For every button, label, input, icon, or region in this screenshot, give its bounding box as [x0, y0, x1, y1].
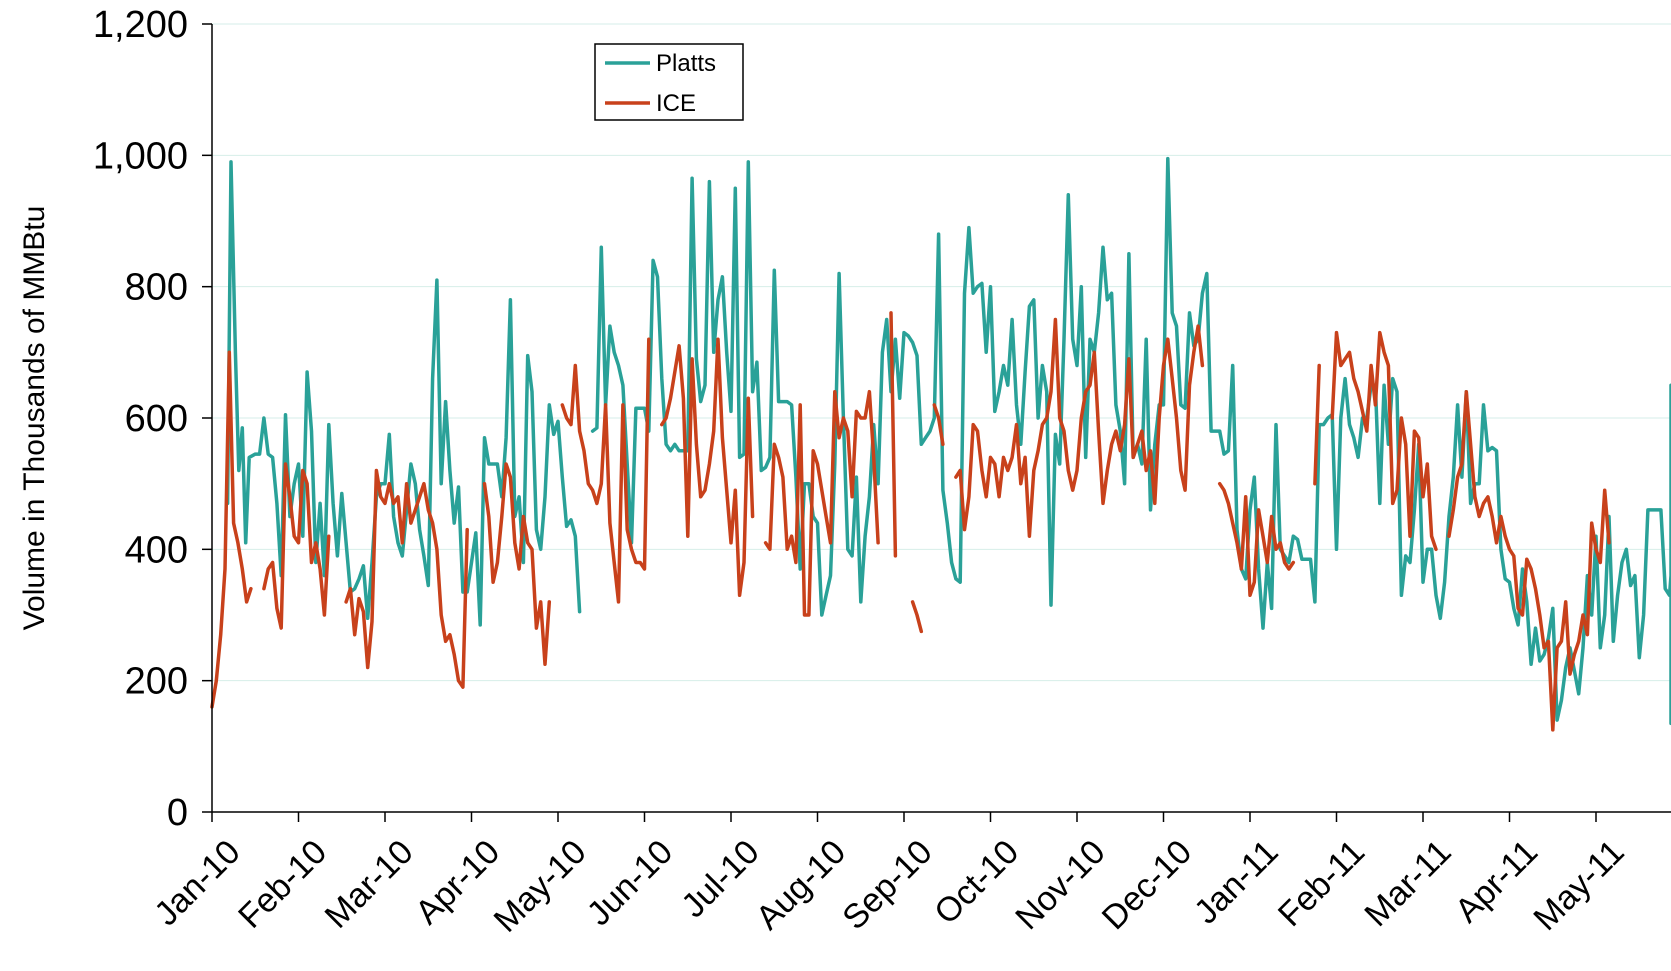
x-tick-label: Feb-11 — [1271, 833, 1372, 934]
x-tick-label: Sep-10 — [835, 833, 939, 937]
series-line-ice — [763, 389, 880, 617]
series-line-ice — [210, 350, 253, 709]
y-axis-ticks: 0 200 400 600 800 1,000 1,200 — [93, 4, 212, 834]
y-tick-label: 800 — [125, 267, 188, 309]
series-line-ice — [910, 600, 924, 634]
series-line-ice — [932, 403, 945, 447]
y-axis-title: Volume in Thousands of MMBtu — [18, 206, 51, 631]
x-tick-label: Nov-10 — [1008, 833, 1112, 937]
y-tick-label: 600 — [125, 398, 188, 440]
series-line-ice — [954, 317, 1205, 538]
y-tick-label: 400 — [125, 529, 188, 571]
x-axis-ticks: Jan-10Feb-10Mar-10Apr-10May-10Jun-10Jul-… — [147, 812, 1632, 940]
series-line-ice — [482, 462, 552, 667]
legend-box — [594, 43, 744, 121]
x-tick-label: Jan-11 — [1187, 833, 1286, 932]
x-tick-label: Dec-10 — [1095, 833, 1199, 937]
x-tick-label: Jan-10 — [147, 833, 247, 933]
series-line-ice — [1217, 481, 1296, 598]
series-line-ice — [889, 311, 898, 558]
series-line-ice — [1447, 389, 1611, 732]
series-line-ice — [262, 462, 331, 630]
x-tick-label: Feb-10 — [231, 833, 334, 936]
x-tick-label: Aug-10 — [749, 833, 853, 937]
legend-label-platts: Platts — [656, 50, 716, 77]
series-line-ice — [1330, 330, 1438, 552]
y-tick-label: 0 — [167, 792, 188, 834]
y-tick-label: 1,200 — [93, 4, 188, 46]
y-tick-label: 1,000 — [93, 135, 188, 177]
series-lines — [210, 156, 1671, 732]
series-line-ice — [344, 468, 469, 689]
x-tick-label: Mar-11 — [1357, 833, 1458, 934]
series-line-ice — [1313, 363, 1321, 486]
x-tick-label: May-11 — [1526, 833, 1631, 938]
x-tick-label: May-10 — [487, 833, 594, 940]
series-line-ice — [660, 337, 755, 598]
y-tick-label: 200 — [125, 661, 188, 703]
series-line-ice — [560, 337, 651, 604]
x-tick-label: Oct-10 — [927, 833, 1026, 932]
legend: Platts ICE — [594, 43, 744, 121]
x-tick-label: Mar-10 — [318, 833, 421, 936]
series-line-platts — [590, 156, 1671, 726]
legend-label-ice: ICE — [656, 90, 696, 117]
series-line-platts — [225, 160, 582, 627]
x-tick-label: Jun-10 — [580, 833, 680, 933]
